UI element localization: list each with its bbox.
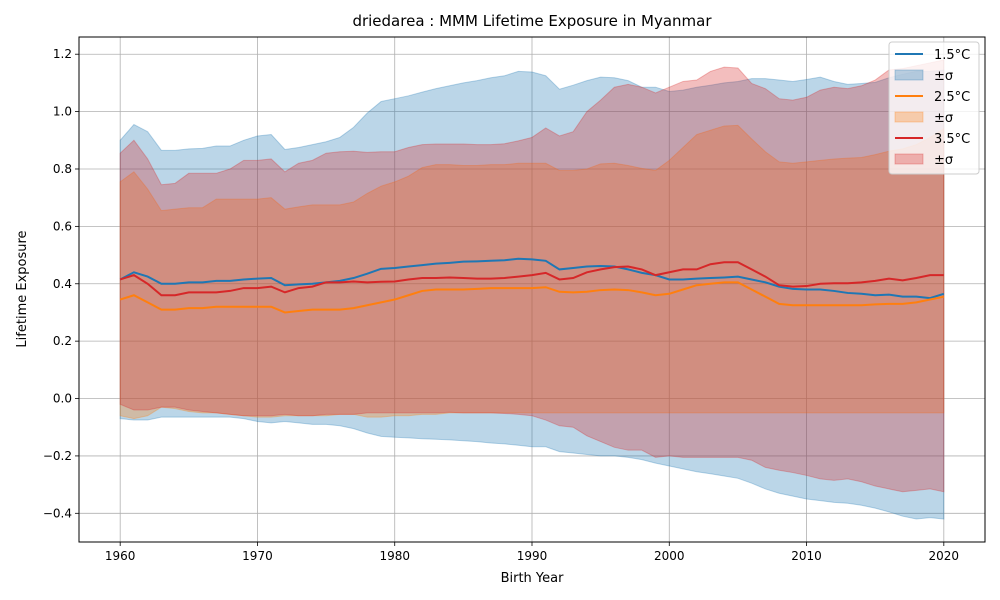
x-tick-label: 2020 xyxy=(929,549,960,563)
line-series-2 xyxy=(119,281,945,314)
y-tick-label: 0.4 xyxy=(53,277,72,291)
x-tick-label: 1980 xyxy=(379,549,410,563)
grid xyxy=(79,37,985,542)
x-tick-label: 2010 xyxy=(791,549,822,563)
y-tick-label: 1.0 xyxy=(53,105,72,119)
legend-entry-label: 2.5°C xyxy=(934,90,970,105)
legend-entry-label: 1.5°C xyxy=(934,48,970,63)
x-tick-label: 1970 xyxy=(242,549,273,563)
y-tick-label: −0.4 xyxy=(43,506,72,520)
x-axis-label: Birth Year xyxy=(501,571,565,586)
legend-entry-label: 3.5°C xyxy=(934,132,970,147)
x-tick-label: 1960 xyxy=(105,549,136,563)
legend-box xyxy=(888,41,980,175)
line-series-3 xyxy=(119,261,944,297)
legend-band-swatch xyxy=(894,69,924,81)
legend-entry-label: ±σ xyxy=(934,153,953,168)
legend: 1.5°C ±σ 2.5°C ±σ 3.5°C ±σ xyxy=(888,41,980,175)
lines xyxy=(119,257,945,314)
x-axis-ticks: 1960 1970 1980 1990 2000 2010 2020 xyxy=(105,542,959,563)
legend-band-swatch xyxy=(894,153,924,165)
y-tick-label: 0.0 xyxy=(53,392,72,406)
y-tick-label: 0.2 xyxy=(53,334,72,348)
y-tick-label: 0.8 xyxy=(53,162,72,176)
y-tick-label: 1.2 xyxy=(53,47,72,61)
x-tick-label: 1990 xyxy=(517,549,548,563)
legend-entry-label: ±σ xyxy=(934,69,953,84)
x-tick-label: 2000 xyxy=(654,549,685,563)
band-series-2 xyxy=(119,124,945,420)
band-series-1 xyxy=(119,69,945,520)
y-tick-label: −0.2 xyxy=(43,449,72,463)
legend-entry-label: ±σ xyxy=(934,111,953,126)
legend-band-swatch xyxy=(894,111,924,123)
y-tick-label: 0.6 xyxy=(53,219,72,233)
chart-title: driedarea : MMM Lifetime Exposure in Mya… xyxy=(352,12,712,30)
y-axis-ticks: −0.4 −0.2 0.0 0.2 0.4 0.6 0.8 1.0 1.2 xyxy=(43,47,79,520)
y-axis-label: Lifetime Exposure xyxy=(15,230,30,347)
line-series-1 xyxy=(119,257,945,300)
